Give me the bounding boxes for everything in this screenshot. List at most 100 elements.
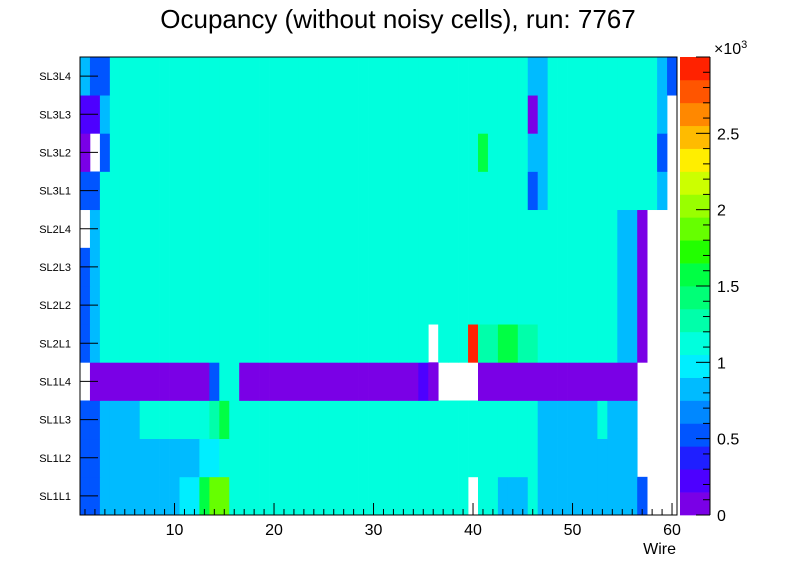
heatmap-cell bbox=[418, 438, 429, 478]
heatmap-cell bbox=[99, 171, 111, 211]
heatmap-cell bbox=[209, 95, 220, 134]
heatmap-cell bbox=[358, 286, 369, 325]
heatmap-cell bbox=[348, 400, 359, 440]
heatmap-cell bbox=[487, 133, 499, 172]
heatmap-cell bbox=[159, 209, 170, 249]
heatmap-cell bbox=[169, 362, 180, 401]
heatmap-cell bbox=[567, 57, 578, 96]
heatmap-cell bbox=[109, 324, 121, 363]
heatmap-cell bbox=[288, 57, 300, 96]
color-palette bbox=[680, 57, 710, 516]
heatmap-cell bbox=[269, 400, 280, 440]
heatmap-cell bbox=[527, 362, 539, 401]
heatmap-cell bbox=[607, 57, 618, 96]
heatmap-cell bbox=[109, 438, 121, 478]
heatmap-cell bbox=[159, 95, 170, 134]
heatmap-cell bbox=[607, 438, 618, 478]
heatmap-cell bbox=[189, 57, 200, 96]
heatmap-cell bbox=[189, 286, 200, 325]
heatmap-cell bbox=[189, 362, 200, 401]
heatmap-cell bbox=[497, 95, 509, 134]
heatmap-cell bbox=[308, 247, 320, 287]
heatmap-cell bbox=[149, 209, 160, 249]
z-multiplier-base: ×10 bbox=[714, 41, 741, 58]
heatmap-cell bbox=[149, 133, 160, 172]
heatmap-cell bbox=[368, 57, 379, 96]
palette-swatch bbox=[680, 194, 710, 218]
heatmap-cell bbox=[478, 476, 489, 516]
heatmap-cell bbox=[189, 476, 200, 516]
heatmap-cell bbox=[637, 57, 648, 96]
heatmap-cell bbox=[507, 286, 519, 325]
heatmap-cell bbox=[169, 286, 180, 325]
heatmap-cell bbox=[348, 171, 359, 211]
heatmap-cell bbox=[279, 133, 290, 172]
heatmap-cell bbox=[527, 400, 539, 440]
heatmap-cell bbox=[328, 209, 340, 249]
heatmap-cell bbox=[497, 247, 509, 287]
heatmap-cell bbox=[328, 324, 340, 363]
heatmap-cell bbox=[408, 438, 419, 478]
heatmap-cell bbox=[298, 171, 310, 211]
heatmap-cell bbox=[129, 209, 141, 249]
heatmap-cell bbox=[348, 324, 359, 363]
heatmap-cell bbox=[587, 171, 598, 211]
heatmap-cell bbox=[209, 133, 220, 172]
heatmap-cell bbox=[388, 95, 399, 134]
y-tick-label: SL2L2 bbox=[39, 300, 71, 312]
heatmap-cell bbox=[259, 95, 270, 134]
heatmap-cell bbox=[647, 171, 658, 211]
heatmap-cell bbox=[318, 400, 330, 440]
heatmap-cell bbox=[547, 95, 558, 134]
heatmap-cell bbox=[597, 209, 608, 249]
heatmap-cell bbox=[348, 209, 359, 249]
heatmap-cell bbox=[418, 247, 429, 287]
heatmap-cell bbox=[119, 95, 131, 134]
heatmap-cell bbox=[507, 247, 519, 287]
heatmap-cell bbox=[308, 476, 320, 516]
palette-swatch bbox=[680, 446, 710, 470]
heatmap-cell bbox=[288, 362, 300, 401]
heatmap-cell bbox=[428, 95, 439, 134]
heatmap-cell bbox=[219, 286, 230, 325]
heatmap-cell bbox=[587, 95, 598, 134]
heatmap-cell bbox=[288, 476, 300, 516]
heatmap-cell bbox=[497, 286, 509, 325]
heatmap-cell bbox=[458, 438, 469, 478]
plot-frame bbox=[79, 56, 678, 516]
heatmap-cell bbox=[537, 247, 548, 287]
heatmap-cell bbox=[149, 362, 160, 401]
heatmap-cell bbox=[478, 95, 489, 134]
heatmap-cell bbox=[368, 476, 379, 516]
heatmap-cell bbox=[368, 286, 379, 325]
heatmap-cell bbox=[418, 133, 429, 172]
heatmap-cell bbox=[239, 209, 250, 249]
heatmap-cell bbox=[637, 247, 648, 287]
heatmap-cell bbox=[517, 438, 529, 478]
heatmap-cell bbox=[597, 286, 608, 325]
heatmap-cell bbox=[487, 438, 499, 478]
heatmap-cell bbox=[239, 438, 250, 478]
x-tick-label: 40 bbox=[464, 522, 482, 539]
heatmap-cell bbox=[537, 400, 548, 440]
heatmap-cell bbox=[219, 324, 230, 363]
heatmap-cell bbox=[627, 286, 638, 325]
heatmap-cell bbox=[249, 57, 260, 96]
heatmap-cell bbox=[219, 171, 230, 211]
palette-swatch bbox=[680, 148, 710, 172]
heatmap-cell bbox=[388, 362, 399, 401]
y-tick-label: SL3L3 bbox=[39, 109, 71, 121]
heatmap-cell bbox=[497, 476, 509, 516]
heatmap-cell bbox=[448, 476, 459, 516]
heatmap-cell bbox=[318, 286, 330, 325]
heatmap-cell bbox=[398, 438, 409, 478]
heatmap-cell bbox=[99, 95, 111, 134]
x-tick-label: 20 bbox=[265, 522, 283, 539]
heatmap-cell bbox=[378, 476, 389, 516]
z-tick-label: 0.5 bbox=[717, 432, 739, 449]
heatmap-cell bbox=[239, 400, 250, 440]
heatmap-cell bbox=[617, 247, 628, 287]
heatmap-cell bbox=[527, 438, 539, 478]
heatmap-cell bbox=[358, 57, 369, 96]
